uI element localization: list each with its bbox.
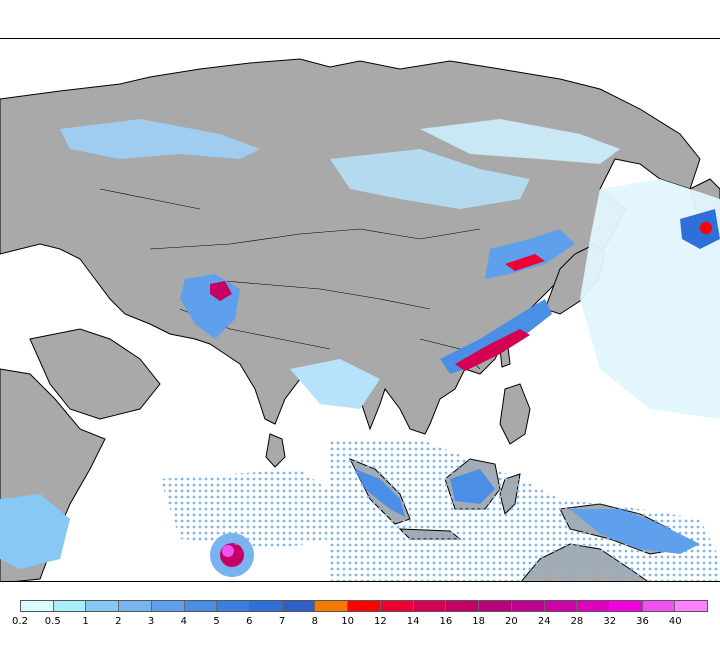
rain-new-guinea bbox=[570, 509, 700, 554]
rain-east-africa bbox=[0, 494, 70, 569]
legend-label: 24 bbox=[537, 616, 551, 627]
legend-color-bar bbox=[20, 600, 708, 612]
precipitation-map bbox=[0, 38, 720, 582]
legend-label: 28 bbox=[570, 616, 584, 627]
map-canvas bbox=[0, 39, 720, 581]
rain-bay-of-bengal bbox=[290, 359, 380, 409]
legend-label: 18 bbox=[472, 616, 486, 627]
legend-label: 32 bbox=[603, 616, 617, 627]
rain-pakistan-heavy bbox=[210, 281, 232, 301]
legend-label: 0.5 bbox=[44, 616, 61, 627]
legend-swatch bbox=[86, 601, 120, 611]
legend-swatch bbox=[348, 601, 381, 611]
legend-swatch bbox=[642, 601, 676, 611]
legend-swatch bbox=[217, 601, 251, 611]
legend-swatch bbox=[609, 601, 643, 611]
rain-north-asia bbox=[330, 149, 530, 209]
precipitation-layer bbox=[0, 119, 720, 581]
legend-swatch bbox=[380, 601, 414, 611]
legend-label: 8 bbox=[311, 616, 319, 627]
rain-arctic bbox=[420, 119, 620, 164]
legend-swatch bbox=[479, 601, 512, 611]
legend-label: 36 bbox=[636, 616, 649, 627]
legend-swatch bbox=[446, 601, 480, 611]
legend-label: 12 bbox=[374, 616, 387, 627]
rain-sumatra bbox=[355, 469, 405, 517]
legend-label: 6 bbox=[246, 616, 253, 627]
rain-borneo bbox=[450, 469, 495, 504]
legend-label: 4 bbox=[180, 616, 187, 627]
rain-siberia bbox=[60, 119, 260, 159]
legend-swatch bbox=[151, 601, 185, 611]
legend-swatch bbox=[21, 601, 54, 611]
rain-heavy-northeast bbox=[505, 254, 545, 271]
rain-indian-ocean-scatter bbox=[160, 469, 340, 549]
legend-label: 2 bbox=[115, 616, 122, 627]
legend-label: 0.2 bbox=[12, 616, 28, 627]
legend-label: 1 bbox=[82, 616, 89, 627]
arabia-landmass bbox=[29, 328, 161, 420]
philippines bbox=[499, 383, 531, 445]
legend-swatch bbox=[675, 601, 708, 611]
rain-kamchatka-storm bbox=[680, 209, 720, 249]
legend-swatch bbox=[511, 601, 545, 611]
legend-swatch bbox=[53, 601, 87, 611]
legend-swatch bbox=[250, 601, 283, 611]
legend-label: 40 bbox=[668, 616, 682, 627]
legend-swatch bbox=[119, 601, 152, 611]
legend-label: 16 bbox=[439, 616, 453, 627]
rain-northeast-china bbox=[485, 229, 575, 279]
rain-band-east-china bbox=[440, 299, 552, 374]
legend-label: 10 bbox=[341, 616, 354, 627]
rain-indian-ocean-cyclone-core bbox=[222, 545, 234, 557]
legend-label: 3 bbox=[147, 616, 155, 627]
legend-swatch bbox=[413, 601, 447, 611]
legend-label: 14 bbox=[406, 616, 420, 627]
legend-label: 20 bbox=[505, 616, 518, 627]
rain-kamchatka-core bbox=[700, 222, 712, 234]
rain-maritime-continent bbox=[330, 439, 720, 581]
legend-labels: 0.2 0.5 1 2 3 4 5 6 7 8 10 12 14 16 18 20 24 28 32 36 40 bbox=[0, 616, 720, 630]
legend-swatch bbox=[544, 601, 578, 611]
legend-swatch bbox=[315, 601, 349, 611]
legend-swatch bbox=[282, 601, 316, 611]
legend-swatch bbox=[577, 601, 610, 611]
sri-lanka bbox=[265, 433, 286, 468]
legend-swatch bbox=[184, 601, 218, 611]
legend-label: 7 bbox=[278, 616, 286, 627]
rain-heavy-east-china bbox=[455, 329, 530, 371]
legend-label: 5 bbox=[213, 616, 220, 627]
